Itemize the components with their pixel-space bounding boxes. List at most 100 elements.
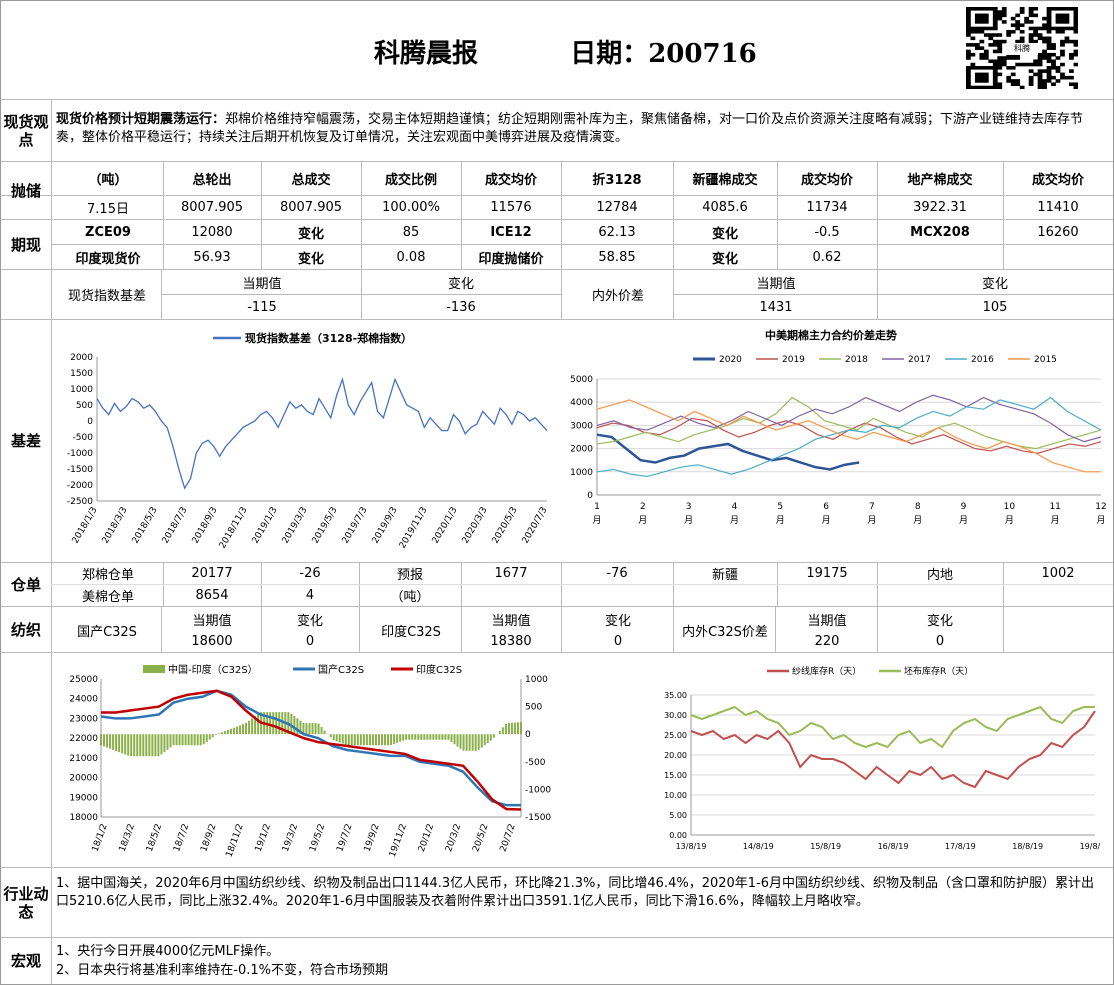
warehouse-r2-2: 4 [305,588,315,603]
x-tick-label: 3 [686,502,692,512]
spread-bar [338,734,341,743]
y2-tick-label: 1000 [525,675,548,685]
y-tick-label: 1500 [70,369,93,379]
series-line-纱线库存R（天） [690,710,1096,789]
spread-bar [169,734,172,748]
x-tick-label: 2020/5/3 [491,506,520,546]
spread-bar [124,734,127,755]
basis-change-value: -136 [446,299,476,315]
futures-r1-6: 变化 [711,226,738,242]
series-line-2020 [596,433,860,471]
x-tick-unit: 月 [913,515,922,526]
spread-bar [178,734,181,746]
reserve-cell-1: 8007.905 [180,200,244,215]
x-tick-unit: 月 [1096,515,1105,526]
spread-bar [498,730,501,735]
spread-bar [335,734,338,742]
x-tick-label: 4 [732,502,738,512]
spread-bar [272,712,275,735]
series-line-2015 [596,399,1101,473]
section-label-reserve: 抛储 [10,181,41,200]
section-label-macro: 宏观 [10,952,41,970]
spread-bar [172,734,175,746]
basis-spread-label: 内外价差 [591,289,644,304]
y-tick-label: 4000 [570,398,593,408]
spread-bar [245,723,248,735]
spread-bar [332,734,335,741]
basis-spread-current-value: 1431 [759,299,793,315]
qr-caption: 科腾 [1006,43,1038,55]
reserve-header-8: 地产棉成交 [907,173,973,188]
spread-bar [444,734,447,740]
x-tick-label: 18/9/2 [199,823,218,854]
futures-r2-5: 58.85 [598,249,636,265]
y-tick-label: -1000 [67,449,93,459]
x-tick-label: 18/1/2 [91,823,110,854]
spread-bar [492,734,495,738]
basis-change-header: 变化 [447,276,474,292]
reserve-header-6: 新疆棉成交 [692,173,758,188]
spread-bar [190,734,193,746]
spread-bar [151,734,154,757]
futures-r2-0: 印度现货价 [75,251,141,267]
y-tick-label: 0.00 [669,831,687,840]
futures-r2-4: 印度抛储价 [478,251,544,267]
reserve-header-9: 成交均价 [1031,173,1084,188]
x-tick-unit: 月 [592,515,601,526]
spread-bar [435,734,438,740]
reserve-header-4: 成交均价 [484,173,537,188]
x-tick-label: 2019/5/3 [311,506,340,546]
y-tick-label: 24000 [69,695,98,705]
textile-domestic-cur: 18600 [191,634,233,649]
spread-bar [359,734,362,746]
spread-bar [145,734,148,757]
reserve-cell-0: 7.15日 [87,202,129,217]
reserve-cell-3: 100.00% [382,200,440,215]
spread-bar [133,734,136,757]
spread-bar [208,734,211,740]
spread-bar [281,712,284,735]
legend-label: 印度C32S [416,663,462,676]
y-tick-label: 1000 [70,385,93,395]
x-tick-label: 2019/3/3 [281,506,310,546]
spread-bar [181,734,184,746]
spread-bar [341,734,344,744]
x-tick-label: 19/3/2 [281,823,300,854]
legend-label: 国产C32S [318,663,364,676]
spread-bar [314,723,317,735]
y-tick-label: 15.00 [664,771,687,780]
x-tick-label: 12 [1095,502,1106,512]
futures-r2-6: 变化 [711,251,738,267]
x-tick-label: 1 [594,502,600,512]
spread-bar [402,734,405,741]
x-tick-label: 11 [1049,502,1060,512]
x-tick-label: 19/9/2 [363,823,382,854]
textile-spread-cur: 220 [814,634,840,649]
spread-bar [384,734,387,746]
basis-current-value: -115 [247,299,277,315]
spread-bar [311,723,314,735]
spread-bar [374,734,377,746]
x-tick-label: 18/5/2 [145,823,164,854]
y-tick-label: -1500 [67,465,93,475]
spread-bar [365,734,368,746]
spread-bar [187,734,190,746]
macro-line-1: 1、央行今日开展4000亿元MLF操作。 [56,944,280,959]
x-tick-label: 20/7/2 [499,823,518,854]
y-tick-label: 2000 [570,445,593,455]
x-tick-label: 18/3/2 [118,823,137,854]
x-tick-unit: 月 [684,515,693,526]
spread-bar [127,734,130,756]
spread-bar [226,729,229,735]
spread-bar [471,734,474,751]
warehouse-r1-5: -76 [606,566,628,581]
spread-bar [390,734,393,746]
spread-bar [353,734,356,746]
reserve-cell-7: 11734 [806,200,848,215]
textile-india-chg-header: 变化 [604,613,631,629]
spread-bar [344,734,347,745]
spread-bar [362,734,365,746]
spread-bar [112,734,115,750]
